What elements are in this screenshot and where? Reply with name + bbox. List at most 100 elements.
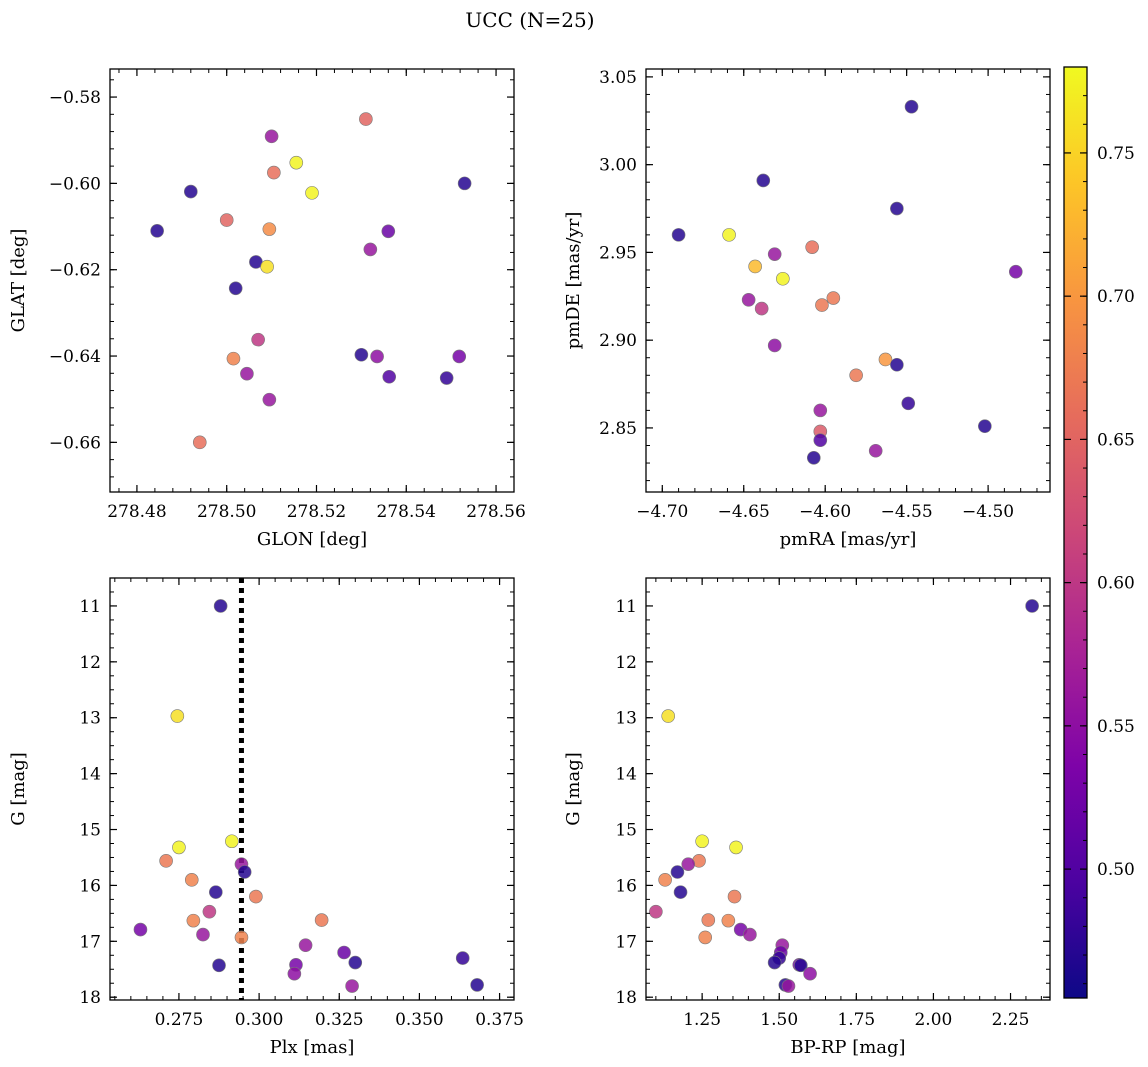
y-tick-label: 16 (615, 876, 637, 896)
data-point (670, 865, 685, 879)
x-tick-label: −4.50 (962, 502, 1014, 522)
axes-frame (645, 68, 1051, 493)
x-tick-label: 0.300 (235, 1010, 284, 1030)
data-point (262, 392, 277, 407)
data-point (767, 955, 782, 970)
y-tick-label: 3.05 (599, 68, 637, 88)
x-tick-label: 278.48 (107, 502, 166, 522)
data-point (658, 873, 672, 887)
data-point (754, 301, 769, 316)
data-point (337, 945, 351, 960)
data-point (159, 854, 173, 868)
colorbar-tick-label: 0.55 (1097, 717, 1135, 737)
data-point (192, 435, 207, 450)
x-tick-label: 0.325 (315, 1010, 364, 1030)
data-point (727, 889, 742, 904)
data-point (170, 709, 185, 723)
colorbar: 0.50 0.55 0.60 0.65 0.70 0.75 (1063, 66, 1135, 999)
y-axis-label: G [mag] (563, 752, 584, 825)
data-point (209, 885, 223, 899)
y-tick-label: 12 (79, 653, 101, 673)
data-point (212, 958, 226, 973)
x-tick-label: 278.56 (466, 502, 525, 522)
y-tick-label: −0.60 (49, 174, 101, 194)
x-axis-label: pmRA [mas/yr] (780, 529, 917, 550)
x-tick-label: 278.50 (197, 502, 256, 522)
y-tick-label: 3.00 (599, 156, 637, 176)
data-point (354, 347, 369, 362)
axes-frame (109, 68, 515, 493)
x-tick-label: −4.65 (718, 502, 770, 522)
data-point (219, 213, 234, 227)
colorbar-tick-label: 0.75 (1097, 144, 1135, 164)
y-axis-label: GLAT [deg] (8, 229, 29, 333)
x-tick-label: 278.52 (287, 502, 346, 522)
y-axis-label: pmDE [mas/yr] (563, 212, 584, 350)
data-point (741, 293, 756, 307)
data-point (202, 904, 217, 919)
x-axis-label: BP-RP [mag] (790, 1037, 905, 1058)
data-point (234, 930, 249, 945)
data-point (721, 913, 736, 928)
axes-frame (645, 577, 1051, 1001)
data-point (806, 450, 821, 465)
data-point (457, 176, 472, 191)
data-point (439, 371, 454, 385)
data-point (186, 913, 201, 928)
data-point (805, 240, 819, 254)
data-point (348, 955, 363, 970)
panel-4: 1.25 1.50 1.75 2.00 2.25 11 12 13 14 15 16 17 18 BP-R… (563, 577, 1051, 1058)
data-point (722, 228, 736, 242)
data-point (382, 369, 397, 384)
y-tick-label: 13 (615, 709, 637, 729)
data-point (878, 352, 893, 367)
colorbar-gradient (1064, 67, 1087, 998)
data-point (225, 834, 239, 849)
data-point (455, 951, 470, 965)
data-point (701, 913, 716, 927)
data-point (150, 224, 164, 238)
data-point (815, 298, 829, 312)
axes-frame (109, 577, 515, 1001)
x-tick-label: −4.60 (799, 502, 851, 522)
data-point (756, 173, 771, 188)
y-tick-label: −0.62 (49, 261, 101, 281)
y-tick-label: 2.90 (599, 331, 637, 351)
data-point (260, 259, 274, 274)
data-point (767, 247, 782, 261)
y-axis-label: G [mag] (8, 752, 29, 825)
data-point (904, 99, 919, 114)
data-point (673, 885, 688, 899)
panel-1: 278.48 278.50 278.52 278.54 278.56 −0.58 −0.60… (8, 68, 526, 550)
y-tick-label: 13 (79, 709, 101, 729)
data-point (695, 834, 709, 849)
data-point (671, 228, 686, 242)
data-point (196, 927, 210, 942)
data-point (287, 966, 302, 981)
x-tick-label: 1.25 (683, 1010, 721, 1030)
data-point (890, 357, 904, 372)
data-point (978, 419, 992, 433)
y-tick-label: 18 (615, 988, 637, 1008)
x-tick-label: −4.70 (636, 502, 688, 522)
data-point (370, 349, 384, 364)
y-tick-label: 16 (79, 876, 101, 896)
data-point (826, 291, 841, 305)
data-point (1008, 264, 1023, 279)
x-tick-label: 0.350 (395, 1010, 444, 1030)
y-tick-label: 12 (615, 653, 637, 673)
data-point (172, 840, 186, 855)
data-point (781, 979, 796, 993)
data-point (890, 201, 904, 216)
data-point (729, 840, 743, 855)
data-point (849, 368, 863, 383)
data-point (226, 351, 241, 366)
colorbar-tick-label: 0.50 (1097, 860, 1135, 880)
data-point (649, 904, 663, 919)
data-point (381, 224, 396, 239)
data-point (681, 857, 696, 871)
data-point (661, 709, 676, 723)
y-tick-label: −0.66 (49, 433, 101, 453)
x-tick-label: 2.00 (914, 1010, 952, 1030)
